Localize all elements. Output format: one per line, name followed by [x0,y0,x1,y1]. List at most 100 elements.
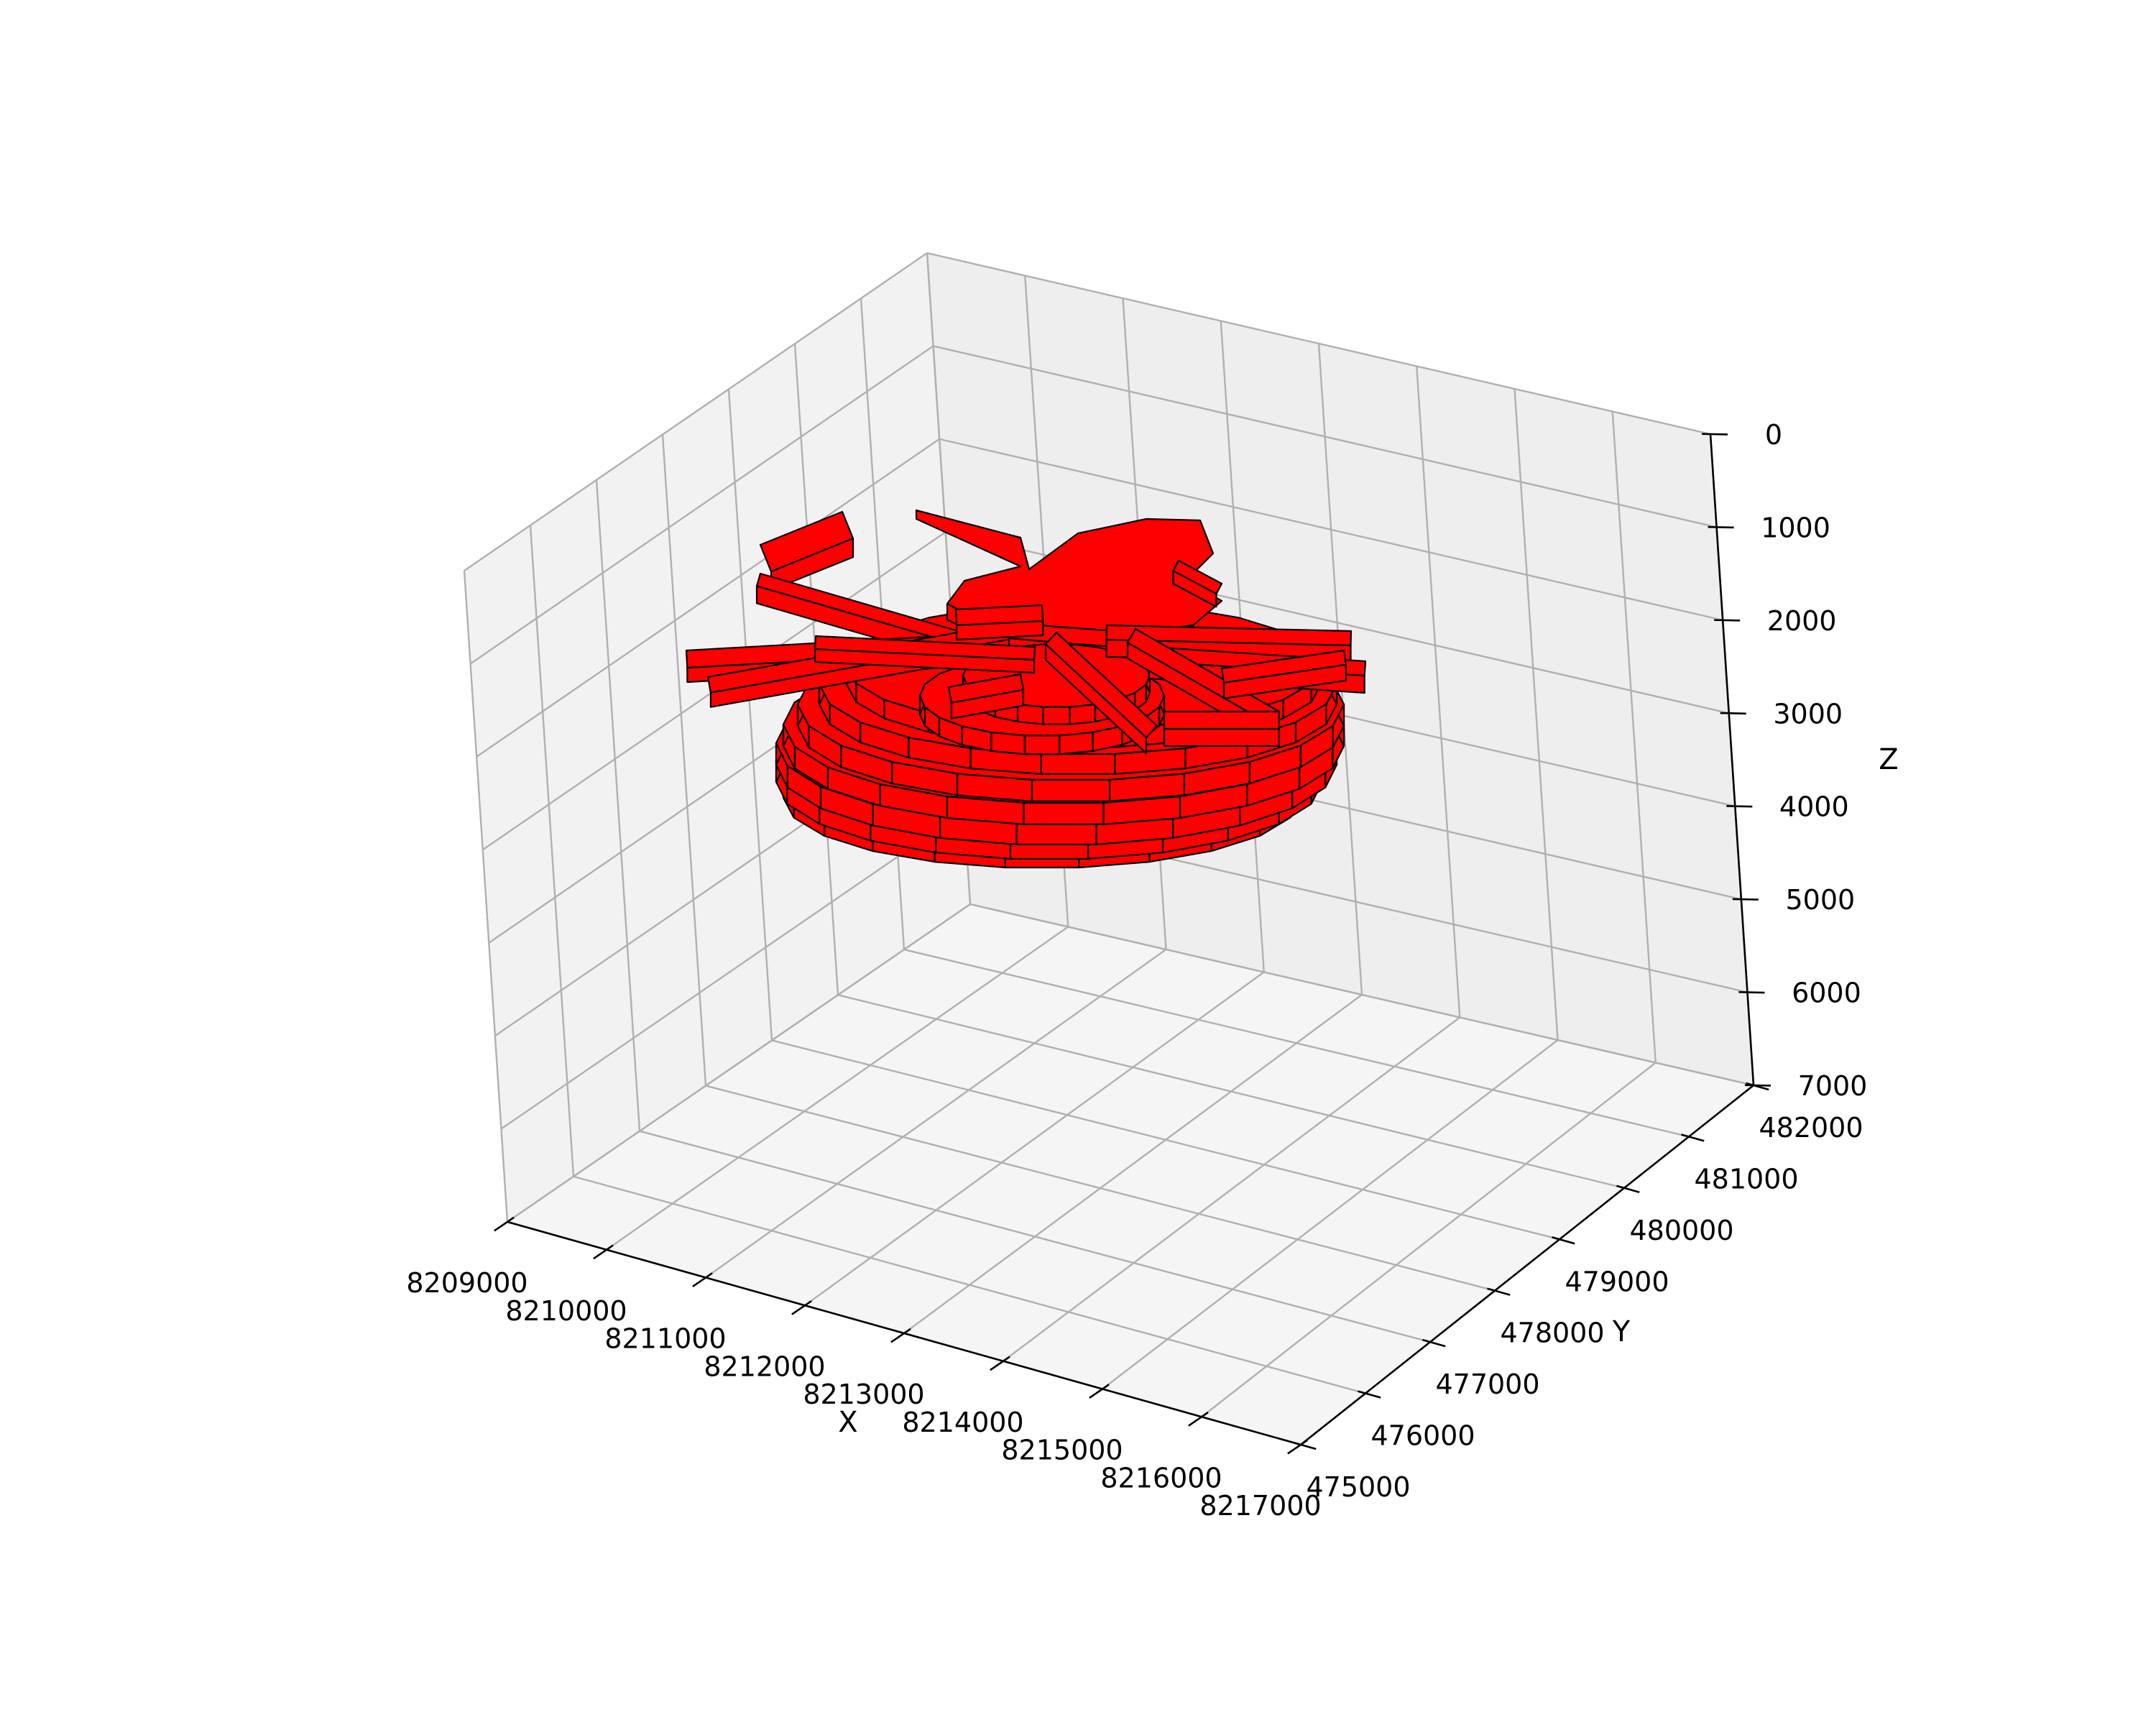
z-tick-label: 0 [1765,419,1782,451]
y-grid-floor [903,948,1690,1138]
x-tick-label: 8216000 [1100,1462,1222,1494]
z-tick-label: 7000 [1798,1070,1868,1102]
x-tick-label: 8217000 [1199,1490,1321,1522]
z-grid-back [969,903,1754,1087]
z-axis-title: Z [1879,743,1898,776]
x-grid-back [1514,388,1559,1041]
bar-e-a-top [1105,624,1353,647]
y-tick-label: 481000 [1694,1163,1798,1195]
x-tick [791,1300,812,1315]
bar-inner-e-top [1220,649,1348,684]
y-tick-label: 479000 [1565,1266,1669,1297]
z-grid-back [933,345,1717,528]
x-tick-label: 8212000 [704,1351,825,1382]
z-tick [1732,898,1759,901]
y-tick-label: 480000 [1629,1215,1733,1246]
y-tick [1681,1133,1705,1142]
x-grid-floor [903,994,1363,1334]
z-tick-label: 6000 [1792,978,1861,1009]
z-grid-side [469,345,934,665]
bar-nw-a-top [759,510,854,573]
y-grid-floor [573,1175,1366,1394]
x-grid-floor [1102,1039,1559,1390]
z-tick-label: 1000 [1761,512,1830,543]
y-grid-side [529,525,575,1177]
bar-se-a-top [1044,631,1158,739]
y-grid-side [595,479,641,1131]
y-tick-label: 478000 [1500,1317,1604,1349]
floor-pane [507,904,1754,1445]
x-grid-back [1416,366,1461,1018]
layer-3-side [1023,801,1105,826]
y-grid-side [463,570,509,1223]
layer-2-side [1015,822,1097,846]
z-grid-side [464,252,928,571]
x-axis-title: X [838,1406,857,1439]
x-tick-label: 8215000 [1001,1435,1123,1466]
x-grid-floor [804,971,1265,1307]
z-grid-side [476,438,940,758]
y-tick [1422,1338,1446,1348]
z-tick [1720,712,1746,715]
x-tick-label: 8211000 [604,1323,726,1355]
inner-ring-a-side [1023,735,1061,755]
x-tick [1188,1411,1209,1427]
z-grid-back [926,252,1711,436]
z-tick [1708,525,1734,529]
bar-se-c-face [1163,727,1281,748]
y-grid-side [727,389,773,1041]
x-tick [990,1356,1010,1371]
y-axis-title: Y [1612,1315,1631,1348]
layer-4-side [1031,778,1111,803]
x-grid-floor [1003,1016,1460,1362]
bar-w-c-top [814,635,1036,661]
x-grid-floor [705,949,1167,1279]
x-tick [494,1216,515,1232]
z-tick [1744,1084,1772,1087]
z-tick-label: 5000 [1785,884,1855,916]
bar-ne-top [1172,559,1223,595]
bar-inner-w-top [947,673,1025,704]
x-tick-label: 8214000 [902,1407,1023,1438]
y-grid-side [661,434,707,1086]
x-tick-label: 8209000 [406,1267,528,1299]
tick-labels: 8209000821000082110008212000821300082140… [406,419,1867,1522]
z-tick [1714,619,1741,622]
y-tick-label: 477000 [1435,1368,1539,1400]
layer-5-side [1040,753,1116,776]
x-tick-label: 8210000 [505,1295,627,1327]
y-axis-line [1300,1084,1754,1446]
z-tick [1701,433,1728,436]
z-tick-label: 3000 [1773,698,1843,730]
y-tick-label: 482000 [1759,1112,1863,1144]
x-tick [692,1272,713,1288]
upper-plate-top [915,509,1223,634]
y-tick [1552,1236,1575,1245]
y-grid-floor [837,994,1625,1190]
x-grid-floor [1201,1062,1657,1418]
z-grid-side [500,810,965,1130]
y-tick [1487,1287,1511,1296]
inner-ring-b-side [1042,706,1071,725]
x-tick [890,1328,911,1343]
z-tick-label: 2000 [1767,605,1837,637]
x-tick [1287,1439,1308,1455]
y-grid-floor [705,1085,1496,1292]
z-tick-label: 4000 [1779,791,1849,823]
y-tick [1616,1184,1640,1194]
bar-center-top [954,604,1044,627]
y-grid-floor [639,1130,1431,1343]
y-grid-floor [771,1039,1560,1241]
z-axis-line [1709,433,1755,1086]
z-grid-back [939,438,1723,622]
bar-se-c-top [1163,710,1281,730]
x-grid-floor [606,926,1069,1251]
y-tick-label: 475000 [1306,1471,1410,1503]
side-pane [464,253,970,1222]
x-tick [1089,1384,1110,1399]
x-grid-back [1611,411,1657,1063]
y-tick [1293,1441,1317,1450]
z-grid-side [507,903,971,1223]
z-tick [1738,991,1765,994]
y-tick [1746,1082,1769,1091]
